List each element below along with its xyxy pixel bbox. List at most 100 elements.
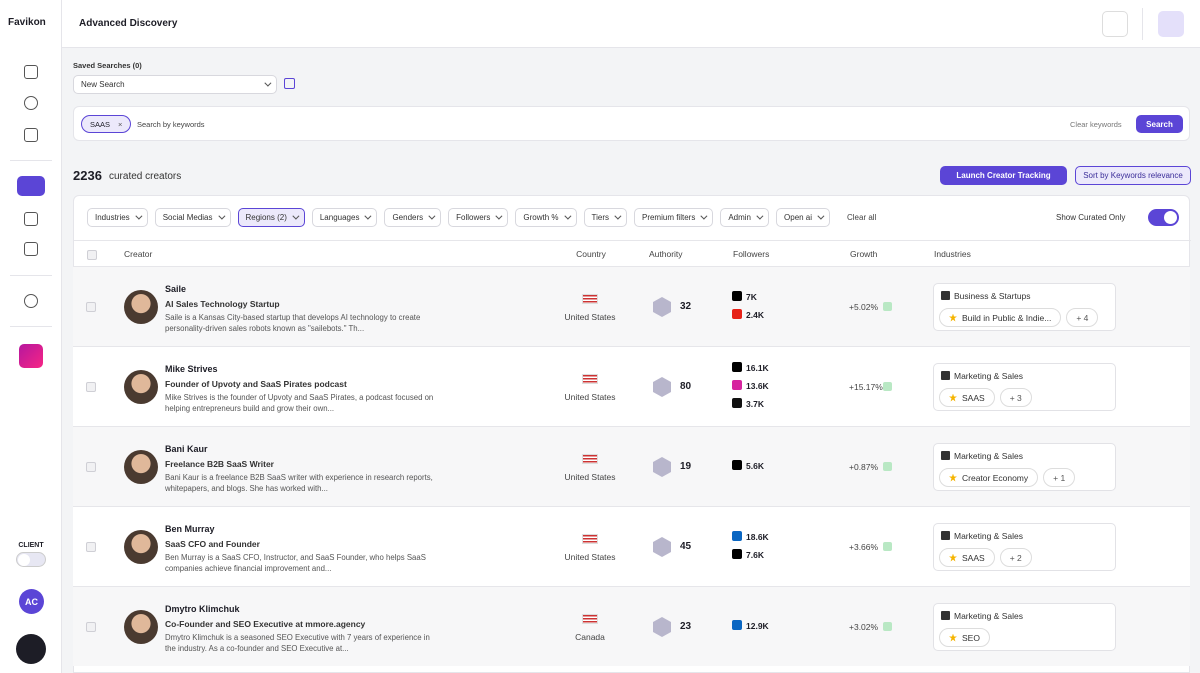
- lists-icon[interactable]: [24, 128, 38, 142]
- creator-name[interactable]: Dmytro Klimchuk: [165, 604, 240, 614]
- sort-button[interactable]: Sort by Keywords relevance: [1075, 166, 1191, 185]
- filter-dropdown[interactable]: Genders: [384, 208, 442, 227]
- curated-toggle[interactable]: [1148, 209, 1179, 226]
- row-checkbox[interactable]: [86, 622, 96, 632]
- country-flag: [582, 294, 598, 304]
- filter-label: Followers: [456, 213, 491, 222]
- row-checkbox[interactable]: [86, 382, 96, 392]
- follower-count: 7.6K: [746, 550, 764, 560]
- keyword-chip-text: SAAS: [90, 119, 111, 129]
- authority-score: 32: [680, 301, 692, 312]
- industry-box: Marketing & Sales SEO: [933, 603, 1116, 651]
- filter-dropdown[interactable]: Admin: [720, 208, 770, 227]
- saved-search-select[interactable]: New Search: [73, 75, 277, 94]
- filter-dropdown[interactable]: Open ai: [776, 208, 831, 227]
- tag-chip[interactable]: SEO: [939, 628, 990, 647]
- creator-avatar: [124, 610, 158, 644]
- table-row: Ben Murray SaaS CFO and Founder Ben Murray…: [73, 506, 1190, 586]
- row-checkbox[interactable]: [86, 462, 96, 472]
- platform-icon: [732, 549, 742, 559]
- creator-headline: Co-Founder and SEO Executive at mmore.ag…: [165, 619, 366, 629]
- eye-icon[interactable]: [24, 294, 38, 308]
- filter-label: Growth %: [523, 213, 559, 222]
- keyword-chip[interactable]: SAAS ×: [81, 115, 132, 133]
- discovery-icon[interactable]: [17, 176, 45, 196]
- tag-chip[interactable]: SAAS: [939, 548, 995, 567]
- home-icon[interactable]: [24, 65, 38, 79]
- client-label: CLIENT: [18, 542, 44, 549]
- filter-label: Tiers: [591, 213, 609, 222]
- user-avatar[interactable]: AC: [19, 589, 44, 614]
- creator-name[interactable]: Bani Kaur: [165, 444, 208, 454]
- creator-avatar: [124, 450, 158, 484]
- save-icon[interactable]: [284, 78, 295, 89]
- industry-icon: [941, 291, 950, 300]
- select-all[interactable]: [87, 250, 97, 260]
- launch-tracking[interactable]: Launch Creator Tracking: [940, 166, 1067, 185]
- filter-dropdown[interactable]: Social Medias: [154, 208, 231, 227]
- creator-headline: AI Sales Technology Startup: [165, 299, 280, 309]
- more-tags[interactable]: + 4: [1066, 308, 1099, 327]
- sidebar: Favikon CLIENT AC: [0, 0, 62, 673]
- tag-text: SAAS: [962, 392, 985, 403]
- network-icon[interactable]: [24, 212, 38, 226]
- creator-name[interactable]: Saile: [165, 284, 187, 294]
- creator-headline: Freelance B2B SaaS Writer: [165, 459, 274, 469]
- more-tags[interactable]: + 3: [999, 388, 1032, 407]
- tag-chip[interactable]: Build in Public & Indie...: [939, 308, 1062, 327]
- more-tags[interactable]: + 1: [1043, 468, 1076, 487]
- growth-value: +15.17%: [849, 382, 883, 392]
- filter-label: Languages: [319, 213, 360, 222]
- creator-bio: Mike Strives is the founder of Upvoty an…: [165, 393, 434, 413]
- filter-dropdown[interactable]: Tiers: [583, 208, 627, 227]
- tag-chip[interactable]: Creator Economy: [939, 468, 1039, 487]
- workspace-logo[interactable]: [19, 344, 43, 368]
- creator-name[interactable]: Ben Murray: [165, 524, 215, 534]
- filter-dropdown[interactable]: Regions (2): [237, 208, 305, 227]
- star-icon: [949, 473, 957, 482]
- filter-dropdown[interactable]: Followers: [448, 208, 509, 227]
- platform-icon: [732, 309, 742, 319]
- follower-count: 16.1K: [746, 363, 769, 373]
- help-button[interactable]: [1158, 11, 1184, 37]
- follower-count: 12.9K: [746, 621, 769, 631]
- filter-dropdown[interactable]: Growth %: [515, 208, 577, 227]
- search-submit[interactable]: Search: [1136, 115, 1183, 133]
- search-button[interactable]: [1102, 11, 1128, 37]
- keyword-input[interactable]: Search by keywords: [137, 120, 205, 129]
- authority-score: 19: [680, 461, 692, 472]
- industry-icon: [941, 531, 950, 540]
- clear-keywords[interactable]: Clear keywords: [1070, 120, 1122, 129]
- row-checkbox[interactable]: [86, 542, 96, 552]
- chat-button[interactable]: [16, 634, 46, 664]
- industry-name: Marketing & Sales: [954, 531, 1023, 541]
- row-checkbox[interactable]: [86, 302, 96, 312]
- more-tags[interactable]: + 2: [999, 548, 1032, 567]
- tag-list: SEO: [939, 628, 990, 647]
- authority-score: 80: [680, 381, 692, 392]
- page-title: Advanced Discovery: [79, 18, 178, 29]
- creator-name[interactable]: Mike Strives: [165, 364, 218, 374]
- creator-bio: Bani Kaur is a freelance B2B SaaS writer…: [165, 473, 433, 493]
- growth-icon: [883, 542, 892, 551]
- filter-label: Genders: [392, 213, 424, 222]
- filter-dropdown[interactable]: Industries: [87, 208, 148, 227]
- filter-label: Social Medias: [162, 213, 213, 222]
- creators-icon[interactable]: [24, 96, 38, 110]
- authority-badge: [653, 377, 671, 397]
- apps-icon[interactable]: [24, 242, 38, 256]
- filter-bar: Industries Social Medias Regions (2) Langua…: [87, 208, 831, 227]
- filter-dropdown[interactable]: Languages: [311, 208, 378, 227]
- growth-icon: [883, 462, 892, 471]
- clear-all[interactable]: Clear all: [847, 213, 877, 222]
- tag-text: SAAS: [962, 552, 985, 563]
- star-icon: [949, 313, 957, 322]
- filter-dropdown[interactable]: Premium filters: [633, 208, 714, 227]
- client-toggle[interactable]: [16, 552, 46, 567]
- saved-searches-label: Saved Searches (0): [73, 61, 142, 70]
- tag-chip[interactable]: SAAS: [939, 388, 995, 407]
- table-header: [74, 240, 1191, 267]
- country-name: United States: [564, 472, 616, 482]
- industry-box: Marketing & Sales Creator Economy + 1: [933, 443, 1116, 491]
